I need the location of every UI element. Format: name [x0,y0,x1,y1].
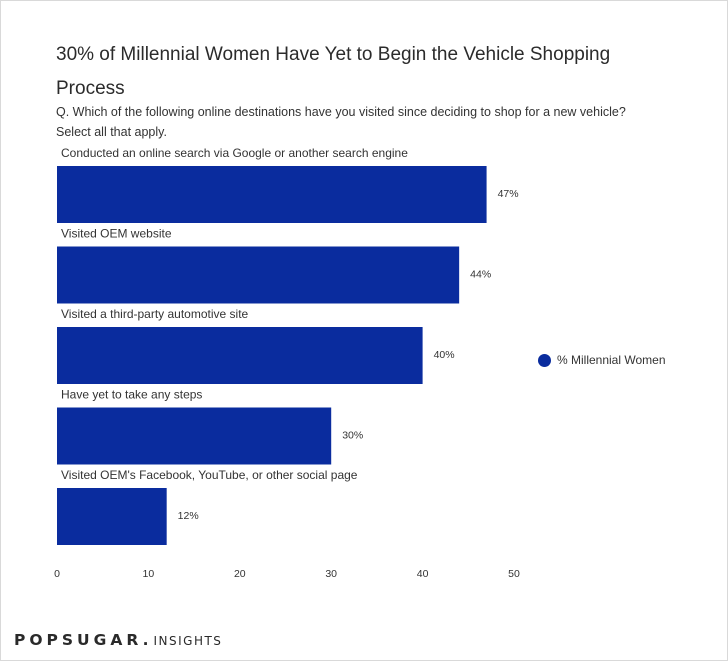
x-tick-label: 30 [325,568,337,580]
x-tick-label: 40 [417,568,429,580]
x-tick-label: 10 [143,568,155,580]
value-label: 44% [470,269,491,281]
legend-swatch [538,353,551,367]
popsugar-insights-logo: POPSUGAR. INSIGHTS [14,631,222,649]
bar [57,327,423,384]
category-label: Visited a third-party automotive site [61,307,249,321]
x-tick-label: 50 [508,568,520,580]
chart-title: 30% of Millennial Women Have Yet to Begi… [56,44,611,99]
category-label: Visited OEM's Facebook, YouTube, or othe… [61,468,358,482]
x-tick-label: 20 [234,568,246,580]
legend: % Millennial Women [538,353,666,367]
category-label: Conducted an online search via Google or… [61,146,408,160]
x-tick-label: 0 [54,568,60,580]
bar [57,407,332,465]
bar [57,488,167,545]
logo-main-text: POPSUGAR. [14,631,153,649]
category-label: Have yet to take any steps [61,388,202,402]
value-label: 30% [342,430,363,442]
bar [57,246,460,304]
chart-subtitle: Q. Which of the following online destina… [56,105,626,139]
legend-label: % Millennial Women [557,353,666,367]
value-label: 47% [498,188,519,200]
logo-sub-text: INSIGHTS [153,634,223,648]
value-label: 40% [434,349,455,361]
bar [57,166,487,223]
category-label: Visited OEM website [61,227,172,241]
value-label: 12% [178,510,199,522]
